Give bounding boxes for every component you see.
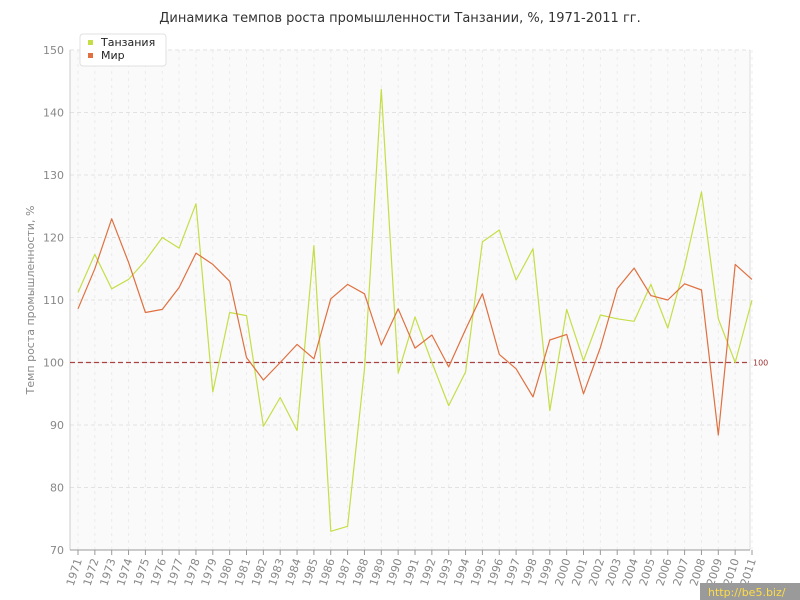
y-tick-label: 80 [50, 482, 64, 495]
axes [69, 50, 753, 555]
y-tick-label: 70 [50, 544, 64, 557]
watermark-bg [700, 583, 800, 600]
watermark-text: http://be5.biz/ [708, 586, 786, 599]
watermark: http://be5.biz/ [700, 583, 800, 600]
y-tick-label: 110 [43, 294, 64, 307]
y-tick-label: 100 [43, 357, 64, 370]
legend-swatch-tanzania [88, 40, 93, 45]
y-tick-label: 140 [43, 107, 64, 120]
y-tick-labels: 70 80 90 100 110 120 130 140 150 [43, 44, 64, 557]
y-axis-label: Темп роста промышленности, % [24, 206, 37, 396]
y-tick-label: 120 [43, 232, 64, 245]
y-tick-label: 90 [50, 419, 64, 432]
series-group [77, 88, 753, 532]
chart-title: Динамика темпов роста промышленности Тан… [159, 11, 641, 26]
series-line-world[interactable] [77, 218, 753, 436]
y-tick-label: 150 [43, 44, 64, 57]
legend-box [79, 33, 167, 67]
x-tick-labels: 1971197219731974197519761977197819791980… [64, 557, 759, 588]
reference-line-label: 100 [753, 359, 768, 368]
legend-label-tanzania[interactable]: Танзания [100, 36, 155, 49]
legend[interactable]: Танзания Мир [79, 33, 167, 67]
y-tick-label: 130 [43, 169, 64, 182]
reference-line-group: 100 [70, 359, 768, 368]
legend-label-world[interactable]: Мир [101, 49, 125, 62]
series-line-tanzania[interactable] [77, 88, 753, 532]
legend-swatch-world [88, 53, 93, 58]
